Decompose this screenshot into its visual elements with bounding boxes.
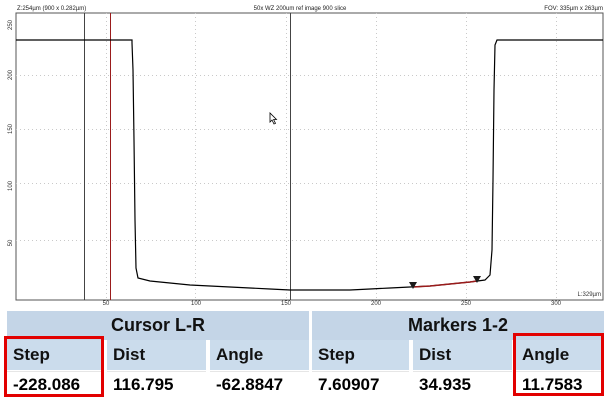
- y-tick-label: 50: [8, 239, 14, 246]
- profile-chart-svg[interactable]: Z:254µm (900 x 0.282µm) 50x WZ 200um ref…: [0, 0, 608, 305]
- x-tick-label: 100: [191, 301, 202, 305]
- header-right-text: FOV: 335µm x 263µm: [544, 6, 603, 12]
- markers-group-title: Markers 1-2: [312, 311, 604, 340]
- y-tick-label: 150: [8, 123, 14, 134]
- profile-plot[interactable]: Z:254µm (900 x 0.282µm) 50x WZ 200um ref…: [0, 0, 608, 305]
- profile-trace: [16, 39, 603, 291]
- triangle-down-icon[interactable]: [473, 276, 481, 283]
- x-tick-label: 300: [551, 301, 562, 305]
- x-tick-label: 250: [461, 301, 472, 305]
- cursor-angle-value: -62.8847: [210, 371, 309, 398]
- header-left-text: Z:254µm (900 x 0.282µm): [17, 6, 86, 12]
- cursor-group-title: Cursor L-R: [7, 311, 309, 340]
- cursor-step-value: -228.086: [7, 371, 103, 398]
- y-tick-label: 250: [8, 19, 14, 30]
- markers-dist-header: Dist: [413, 340, 512, 370]
- cursor-dist-header: Dist: [107, 340, 206, 370]
- plot-frame: [15, 12, 604, 301]
- cursor-dist-value: 116.795: [107, 371, 206, 398]
- triangle-down-icon[interactable]: [409, 282, 417, 289]
- cursor-step-header: Step: [7, 340, 103, 370]
- markers-angle-header: Angle: [516, 340, 604, 370]
- cursor-angle-header: Angle: [210, 340, 309, 370]
- cursor-arrow-icon: [269, 112, 278, 125]
- x-tick-label: 200: [371, 301, 382, 305]
- markers-dist-value: 34.935: [413, 371, 512, 398]
- x-tick-label: 150: [281, 301, 292, 305]
- marker-segment-highlight: [412, 280, 478, 288]
- length-label: L:329µm: [578, 292, 601, 298]
- y-tick-label: 100: [8, 180, 14, 191]
- y-tick-label: 200: [8, 69, 14, 80]
- header-center-text: 50x WZ 200um ref image 900 slice: [254, 6, 347, 12]
- measurement-table: Cursor L-R Markers 1-2 Step Dist Angle S…: [0, 305, 608, 400]
- x-tick-label: 50: [103, 301, 110, 305]
- markers-step-header: Step: [312, 340, 409, 370]
- markers-angle-value: 11.7583: [516, 371, 604, 398]
- markers-step-value: 7.60907: [312, 371, 409, 398]
